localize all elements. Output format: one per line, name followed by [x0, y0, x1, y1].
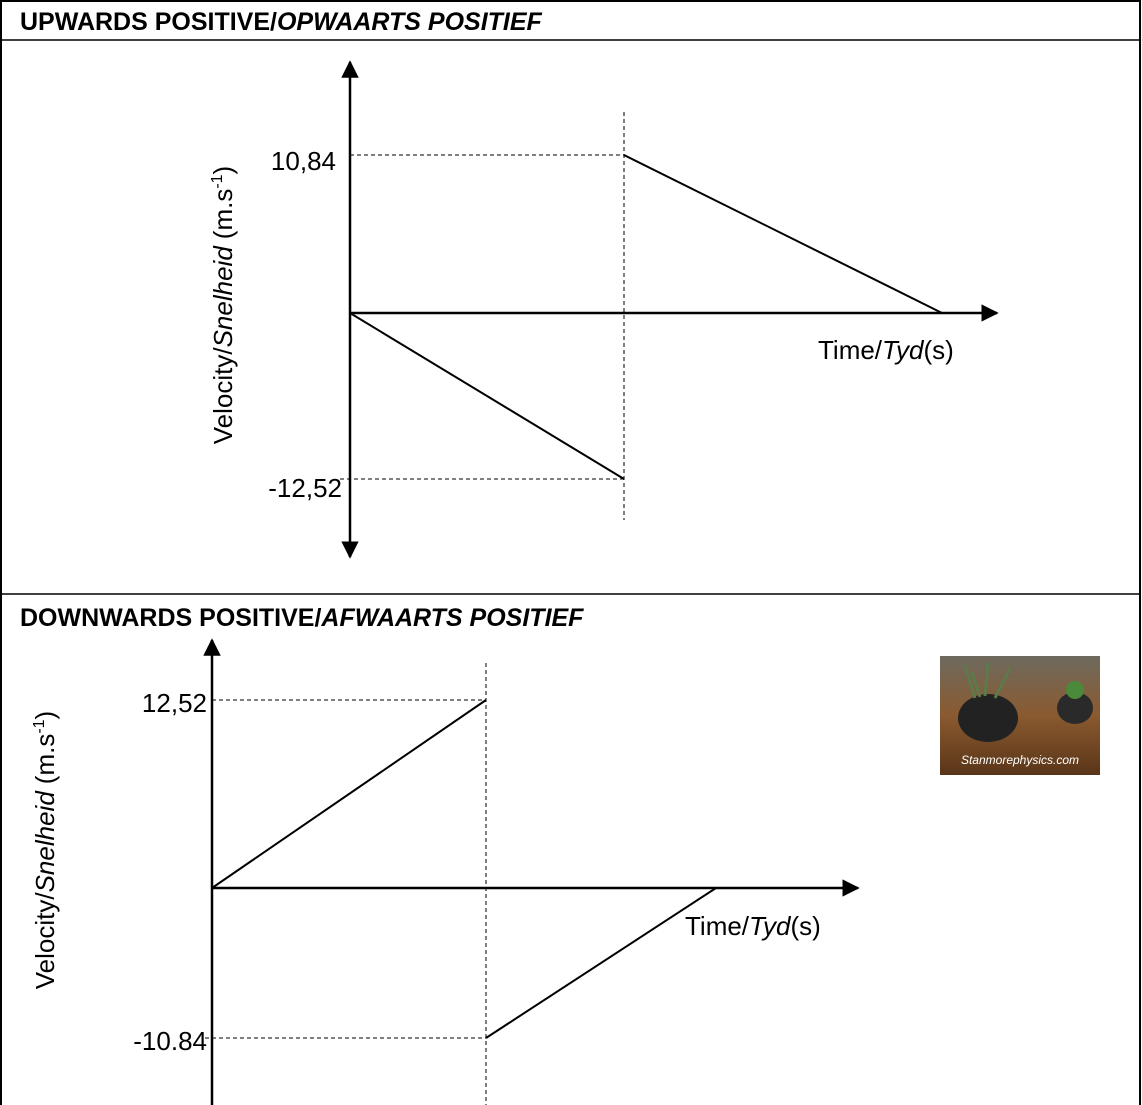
value-label: -12,52: [268, 473, 342, 503]
velocity-line: [211, 699, 487, 889]
watermark-text: Stanmorephysics.com: [961, 753, 1079, 767]
graph-downwards: 12,52 -10.84 Time/Tyd(s) Velocity/Snelhe…: [30, 638, 860, 1105]
y-axis-label: Velocity/Snelheid(m.s-1): [30, 711, 60, 989]
section-heading: DOWNWARDS POSITIVE/AFWAARTS POSITIEF: [20, 604, 584, 632]
section-heading: UPWARDS POSITIVE/OPWAARTS POSITIEF: [20, 8, 543, 36]
value-label: 10,84: [271, 146, 336, 176]
velocity-line: [349, 312, 625, 480]
velocity-line: [623, 154, 943, 314]
graph-upwards: 10,84 -12,52 Time/Tyd(s) Velocity/Snelhe…: [208, 60, 999, 559]
value-label: -10.84: [133, 1026, 207, 1056]
y-axis-label: Velocity/Snelheid(m.s-1): [208, 166, 238, 444]
velocity-line: [485, 887, 717, 1039]
x-axis-label: Time/Tyd(s): [818, 335, 954, 365]
watermark-image: Stanmorephysics.com: [940, 656, 1100, 775]
value-label: 12,52: [142, 688, 207, 718]
x-axis-label: Time/Tyd(s): [685, 911, 821, 941]
